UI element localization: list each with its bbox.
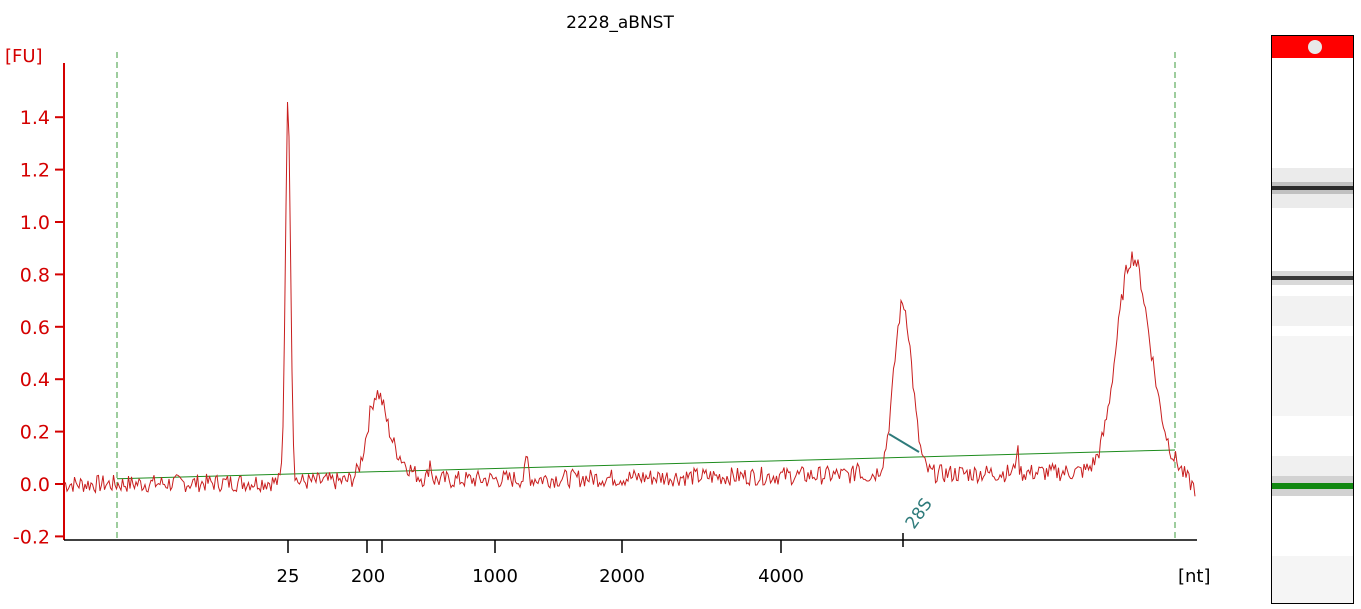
- y-tick-label: 1.2: [20, 160, 50, 182]
- gel-band: [1272, 336, 1353, 416]
- chart-title: 2228_aBNST: [566, 13, 674, 33]
- x-tick-label: 1000: [472, 566, 518, 587]
- gel-band: [1272, 276, 1353, 280]
- y-tick-label: 1.4: [20, 107, 50, 129]
- gel-lane: [1271, 35, 1354, 604]
- gel-band: [1272, 182, 1353, 194]
- y-axis-unit-label: [FU]: [5, 46, 43, 67]
- y-tick-label: 0.0: [20, 474, 50, 496]
- gel-band: [1272, 271, 1353, 285]
- y-tick-label: 0.8: [20, 264, 50, 286]
- baseline-line: [116, 449, 1176, 480]
- gel-top-marker: [1272, 36, 1353, 58]
- gel-band: [1272, 556, 1353, 603]
- signal-trace: [63, 101, 1196, 497]
- x-tick-label: 2000: [599, 566, 645, 587]
- x-tick-label: 25: [277, 566, 300, 587]
- y-tick-label: 1.0: [20, 212, 50, 234]
- peak-28s-baseline-marker: [888, 433, 920, 453]
- gel-band: [1272, 456, 1353, 496]
- gel-band: [1272, 186, 1353, 190]
- gel-band: [1272, 168, 1353, 208]
- annotation-28s-label: 28S: [902, 495, 937, 533]
- x-axis-unit-label: [nt]: [1178, 566, 1211, 587]
- x-axis-ticks: 25 200 1000 2000 4000: [277, 540, 804, 587]
- y-tick-label: 0.2: [20, 422, 50, 444]
- y-axis-ticks: -0.2 0.0 0.2 0.4 0.6 0.8 1.0 1.2 1.4: [13, 107, 64, 548]
- gel-band: [1272, 296, 1353, 326]
- x-tick-label: 200: [351, 566, 385, 587]
- y-tick-label: 0.4: [20, 369, 50, 391]
- x-tick-label: 4000: [758, 566, 804, 587]
- y-tick-label: -0.2: [13, 526, 50, 548]
- y-tick-label: 0.6: [20, 317, 50, 339]
- gel-marker-dot: [1308, 40, 1322, 54]
- gel-lower-marker: [1272, 483, 1353, 489]
